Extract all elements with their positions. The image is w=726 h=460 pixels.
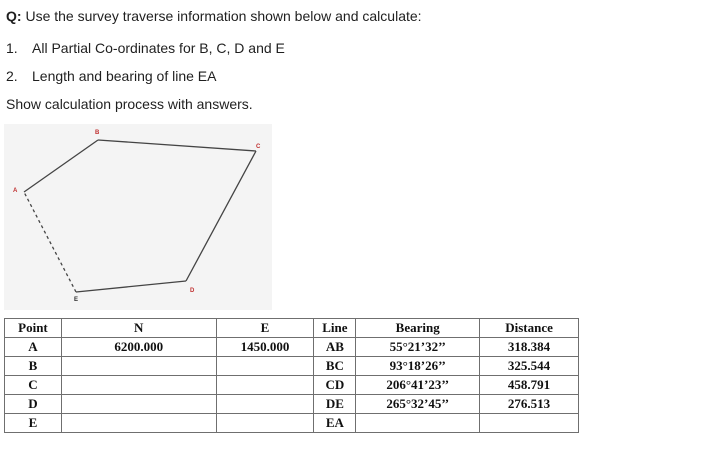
cell-line: DE [313, 394, 357, 414]
cell-bearing: 93°18’26’’ [355, 356, 481, 376]
list-item: 1. All Partial Co-ordinates for B, C, D a… [6, 40, 285, 56]
header-n: N [60, 318, 217, 338]
list-number: 1. [6, 40, 18, 56]
table-row: E EA [4, 413, 579, 433]
cell-point: B [4, 356, 62, 376]
header-e: E [215, 318, 315, 338]
cell-bearing [355, 413, 481, 433]
instruction-text: Show calculation process with answers. [6, 96, 253, 112]
cell-line: AB [313, 337, 357, 357]
cell-point: E [4, 413, 62, 433]
point-label-c: C [256, 144, 261, 150]
traverse-table: Point N E Line Bearing Distance A 6200.0… [4, 318, 579, 433]
traverse-svg: A B C D E [13, 130, 261, 303]
header-point: Point [4, 318, 62, 338]
line-de [75, 280, 187, 293]
list-text: Length and bearing of line EA [32, 68, 217, 84]
list-text: All Partial Co-ordinates for B, C, D and… [32, 40, 285, 56]
header-distance: Distance [479, 318, 579, 338]
cell-n [60, 413, 217, 433]
line-ab [23, 139, 99, 193]
table-row: B BC 93°18’26’’ 325.544 [4, 356, 579, 376]
line-bc [97, 139, 257, 152]
table-header-row: Point N E Line Bearing Distance [4, 318, 579, 338]
line-ea [23, 191, 77, 293]
traverse-diagram: A B C D E [4, 124, 272, 310]
cell-point: A [4, 337, 62, 357]
line-cd [185, 150, 257, 282]
header-line: Line [313, 318, 357, 338]
cell-point: C [4, 375, 62, 395]
question-heading: Q: Use the survey traverse information s… [6, 8, 422, 24]
point-label-d: D [190, 288, 195, 294]
cell-n: 6200.000 [60, 337, 217, 357]
cell-e [215, 394, 315, 414]
cell-e [215, 413, 315, 433]
point-label-a: A [13, 188, 18, 194]
table-row: A 6200.000 1450.000 AB 55°21’32’’ 318.38… [4, 337, 579, 357]
question-text: Use the survey traverse information show… [21, 8, 422, 24]
cell-n [60, 356, 217, 376]
cell-distance: 325.544 [479, 356, 579, 376]
point-label-b: B [95, 130, 100, 136]
cell-line: CD [313, 375, 357, 395]
question-prefix: Q: [6, 8, 22, 24]
header-bearing: Bearing [355, 318, 481, 338]
table-row: C CD 206°41’23’’ 458.791 [4, 375, 579, 395]
cell-bearing: 55°21’32’’ [355, 337, 481, 357]
list-number: 2. [6, 68, 18, 84]
table-row: D DE 265°32’45’’ 276.513 [4, 394, 579, 414]
cell-line: EA [313, 413, 357, 433]
cell-e: 1450.000 [215, 337, 315, 357]
cell-line: BC [313, 356, 357, 376]
cell-point: D [4, 394, 62, 414]
cell-distance [479, 413, 579, 433]
cell-n [60, 394, 217, 414]
cell-distance: 276.513 [479, 394, 579, 414]
list-item: 2. Length and bearing of line EA [6, 68, 216, 84]
cell-e [215, 356, 315, 376]
point-label-e: E [74, 297, 78, 303]
cell-bearing: 206°41’23’’ [355, 375, 481, 395]
cell-distance: 318.384 [479, 337, 579, 357]
cell-n [60, 375, 217, 395]
cell-distance: 458.791 [479, 375, 579, 395]
cell-e [215, 375, 315, 395]
cell-bearing: 265°32’45’’ [355, 394, 481, 414]
